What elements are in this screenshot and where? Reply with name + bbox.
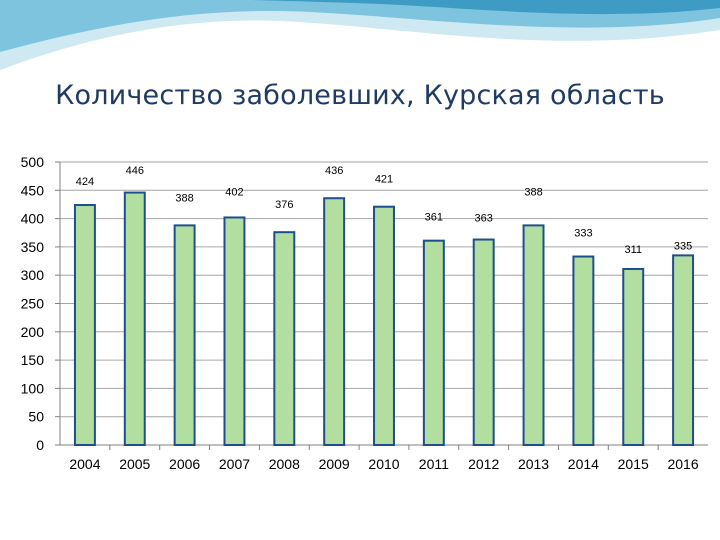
header-wave-decoration [0,0,720,70]
bar-2012 [472,238,495,446]
data-label-2006: 388 [175,192,193,204]
data-label-2009: 436 [325,165,343,177]
bar-2016 [672,254,695,446]
x-tick-label: 2007 [219,456,250,472]
data-label-2010: 421 [375,174,393,186]
bars [73,191,695,446]
bar-2008 [273,231,296,446]
y-tick-label: 150 [21,352,45,368]
x-tick-label: 2009 [319,456,350,472]
bar-2006 [173,224,196,446]
bar-2015 [622,267,645,446]
data-label-2015: 311 [624,244,642,256]
data-label-2014: 333 [574,228,592,240]
y-tick-label: 400 [21,211,45,227]
data-label-2013: 388 [524,186,542,198]
data-label-2016: 335 [674,240,692,252]
y-tick-label: 0 [36,437,44,453]
x-tick-label: 2010 [368,456,399,472]
x-tick-label: 2015 [618,456,649,472]
y-tick-label: 500 [21,154,45,170]
data-label-2012: 363 [475,213,493,225]
x-tick-label: 2006 [169,456,200,472]
labels: 0 50 100 150 200 250 300 350 400 450 500 2004 424 200… [21,154,699,472]
x-tick-label: 2011 [419,456,449,472]
data-label-2005: 446 [126,165,144,177]
x-tick-label: 2004 [69,456,100,472]
x-tick-label: 2012 [468,456,499,472]
data-label-2007: 402 [225,186,243,198]
x-tick-label: 2008 [269,456,300,472]
data-label-2011: 361 [425,212,443,224]
y-tick-label: 50 [28,409,44,425]
slide-title: Количество заболевших, Курская область [55,80,665,111]
y-tick-label: 250 [21,296,45,312]
x-tick-label: 2016 [667,456,698,472]
bar-2007 [223,216,246,446]
y-tick-label: 100 [21,380,45,396]
y-tick-label: 200 [21,324,45,340]
bar-2004 [73,204,96,446]
bar-2005 [123,191,146,446]
x-tick-label: 2013 [518,456,549,472]
data-label-2008: 376 [275,199,293,211]
y-tick-label: 350 [21,239,45,255]
data-label-2004: 424 [76,176,94,188]
bar-2014 [572,255,595,446]
x-tick-label: 2014 [568,456,599,472]
bar-2010 [373,205,395,446]
y-tick-label: 450 [21,182,45,198]
y-tick-label: 300 [21,267,45,283]
bar-2009 [323,197,346,446]
x-tick-label: 2005 [119,456,150,472]
bar-2013 [522,224,545,446]
bar-2011 [422,239,445,446]
